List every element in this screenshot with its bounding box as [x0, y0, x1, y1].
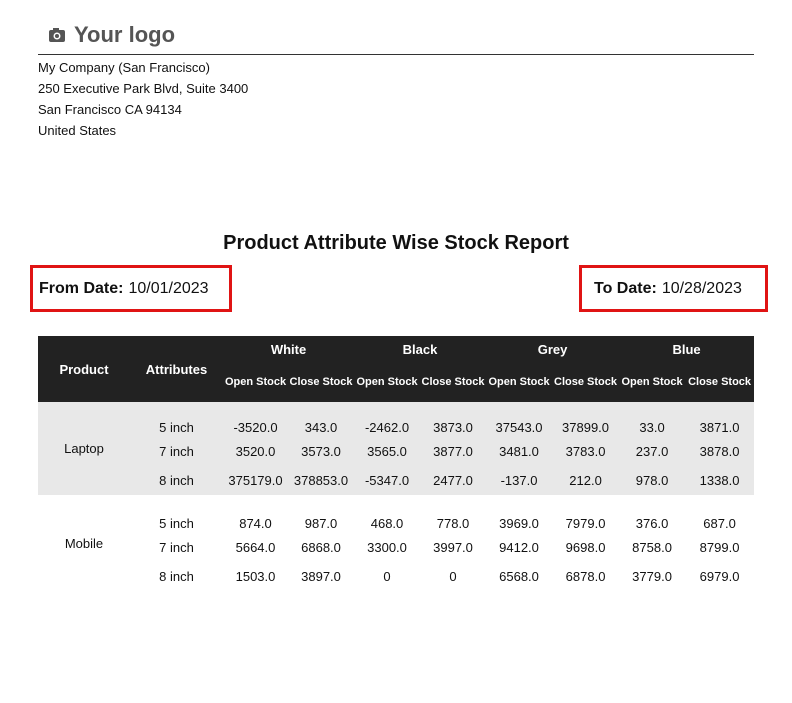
close-stock-header: Close Stock [420, 363, 487, 402]
close-stock-cell: 8799.0 [685, 533, 755, 562]
product-group-mobile: Mobile 5 inch 874.0 987.0 468.0 778.0 3969.0 79… [38, 495, 755, 591]
close-stock-cell: 378853.0 [288, 466, 355, 495]
product-column-header: Product [38, 336, 130, 402]
company-city: San Francisco CA 94134 [38, 102, 182, 117]
open-stock-cell: 3779.0 [619, 562, 686, 591]
close-stock-header: Close Stock [685, 363, 755, 402]
from-date-value: 10/01/2023 [128, 279, 209, 297]
open-stock-cell: 3969.0 [486, 495, 553, 533]
close-stock-cell: 3997.0 [420, 533, 487, 562]
close-stock-cell: 987.0 [288, 495, 355, 533]
group-header-black: Black [354, 336, 487, 363]
open-stock-cell: 3520.0 [223, 437, 288, 466]
open-stock-cell: 978.0 [619, 466, 686, 495]
open-stock-header: Open Stock [486, 363, 553, 402]
close-stock-cell: 1338.0 [685, 466, 755, 495]
group-header-grey: Grey [486, 336, 620, 363]
company-address: My Company (San Francisco) 250 Executive… [38, 57, 248, 141]
close-stock-cell: 3877.0 [420, 437, 487, 466]
close-stock-cell: 3783.0 [552, 437, 620, 466]
open-stock-cell: -5347.0 [354, 466, 421, 495]
to-date-box: To Date: 10/28/2023 [579, 265, 768, 312]
open-stock-header: Open Stock [354, 363, 421, 402]
stock-report-table: Product Attributes White Black Grey Blue… [38, 336, 755, 591]
company-name: My Company (San Francisco) [38, 60, 210, 75]
open-stock-cell: 37543.0 [486, 402, 553, 437]
close-stock-header: Close Stock [288, 363, 355, 402]
attribute-cell: 7 inch [130, 533, 223, 562]
to-date-label: To Date: [594, 279, 657, 297]
close-stock-cell: 3897.0 [288, 562, 355, 591]
product-name-cell: Mobile [38, 495, 130, 591]
attribute-cell: 5 inch [130, 495, 223, 533]
close-stock-cell: 687.0 [685, 495, 755, 533]
open-stock-cell: 874.0 [223, 495, 288, 533]
open-stock-cell: 468.0 [354, 495, 421, 533]
close-stock-cell: 3573.0 [288, 437, 355, 466]
close-stock-cell: 212.0 [552, 466, 620, 495]
open-stock-header: Open Stock [223, 363, 288, 402]
close-stock-cell: 3871.0 [685, 402, 755, 437]
product-group-laptop: Laptop 5 inch -3520.0 343.0 -2462.0 3873.0 375… [38, 402, 755, 495]
table-row: 7 inch 5664.0 6868.0 3300.0 3997.0 9412.0 9698… [38, 533, 755, 562]
from-date-label: From Date: [39, 279, 124, 297]
attribute-cell: 5 inch [130, 402, 223, 437]
open-stock-cell: 6568.0 [486, 562, 553, 591]
report-title: Product Attribute Wise Stock Report [223, 232, 569, 254]
attribute-cell: 8 inch [130, 562, 223, 591]
table-row: Laptop 5 inch -3520.0 343.0 -2462.0 3873.0 375… [38, 402, 755, 495]
open-stock-cell: 375179.0 [223, 466, 288, 495]
to-date-value: 10/28/2023 [661, 279, 742, 297]
table-row: 7 inch 3520.0 3573.0 3565.0 3877.0 3481.0 3783… [38, 437, 755, 466]
open-stock-cell: -2462.0 [354, 402, 421, 437]
close-stock-cell: 37899.0 [552, 402, 620, 437]
logo-text: Your logo [74, 22, 176, 47]
from-date-box: From Date: 10/01/2023 [30, 265, 232, 312]
close-stock-cell: 778.0 [420, 495, 487, 533]
product-name-cell: Laptop [38, 402, 130, 495]
table-row: 8 inch 375179.0 378853.0 -5347.0 2477.0 -137.… [38, 466, 755, 495]
open-stock-cell: 0 [354, 562, 421, 591]
close-stock-cell: 343.0 [288, 402, 355, 437]
open-stock-cell: 3481.0 [486, 437, 553, 466]
open-stock-cell: -137.0 [486, 466, 553, 495]
open-stock-cell: 376.0 [619, 495, 686, 533]
open-stock-cell: 237.0 [619, 437, 686, 466]
close-stock-cell: 3878.0 [685, 437, 755, 466]
camera-icon [49, 28, 65, 42]
close-stock-header: Close Stock [552, 363, 620, 402]
company-logo: Your logo [48, 22, 175, 48]
open-stock-cell: 33.0 [619, 402, 686, 437]
attribute-cell: 8 inch [130, 466, 223, 495]
close-stock-cell: 2477.0 [420, 466, 487, 495]
close-stock-cell: 6979.0 [685, 562, 755, 591]
table-row: 8 inch 1503.0 3897.0 0 0 6568.0 6878.0 3779.0 69… [38, 562, 755, 591]
close-stock-cell: 6878.0 [552, 562, 620, 591]
table-row: Mobile 5 inch 874.0 987.0 468.0 778.0 3969.0 79… [38, 495, 755, 591]
open-stock-cell: 9412.0 [486, 533, 553, 562]
close-stock-cell: 6868.0 [288, 533, 355, 562]
close-stock-cell: 9698.0 [552, 533, 620, 562]
open-stock-cell: 1503.0 [223, 562, 288, 591]
header-divider [38, 54, 754, 55]
company-country: United States [38, 123, 117, 138]
open-stock-cell: 3300.0 [354, 533, 421, 562]
attributes-column-header: Attributes [130, 336, 223, 402]
open-stock-cell: 5664.0 [223, 533, 288, 562]
open-stock-header: Open Stock [619, 363, 686, 402]
group-header-blue: Blue [619, 336, 755, 363]
open-stock-cell: -3520.0 [223, 402, 288, 437]
attribute-cell: 7 inch [130, 437, 223, 466]
close-stock-cell: 0 [420, 562, 487, 591]
close-stock-cell: 3873.0 [420, 402, 487, 437]
close-stock-cell: 7979.0 [552, 495, 620, 533]
company-street: 250 Executive Park Blvd, Suite 3400 [38, 81, 249, 96]
group-header-white: White [223, 336, 355, 363]
open-stock-cell: 8758.0 [619, 533, 686, 562]
open-stock-cell: 3565.0 [354, 437, 421, 466]
